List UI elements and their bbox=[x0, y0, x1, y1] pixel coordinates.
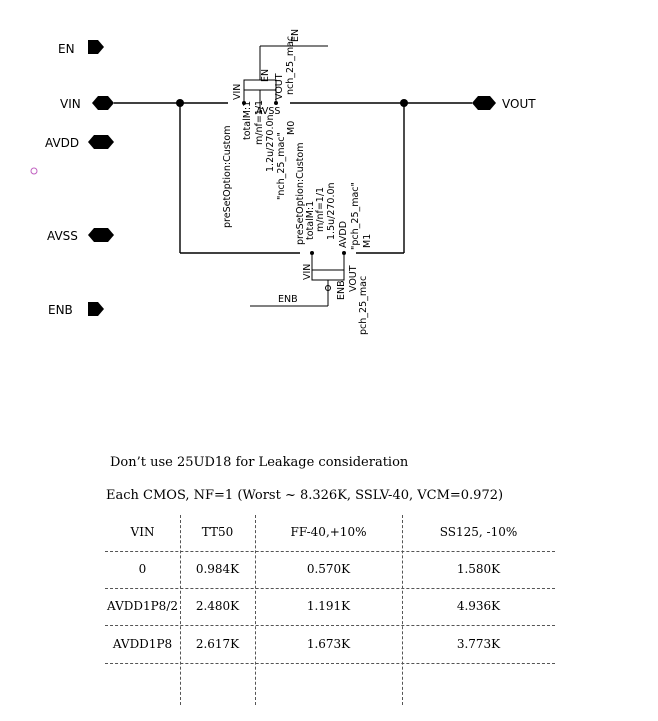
svg-text:AVDD: AVDD bbox=[45, 136, 79, 150]
table-cell: 4.936K bbox=[456, 599, 501, 613]
svg-text:ENB: ENB bbox=[336, 280, 347, 300]
svg-text:m/nf=1/1: m/nf=1/1 bbox=[315, 187, 326, 232]
svg-text:1.5u/270.0n: 1.5u/270.0n bbox=[326, 182, 337, 240]
probe-marker bbox=[30, 167, 38, 175]
table-header-ff: FF-40,+10% bbox=[290, 525, 367, 539]
svg-text:VIN: VIN bbox=[302, 264, 313, 280]
svg-text:AVDD: AVDD bbox=[338, 221, 349, 248]
pin-vin: VIN bbox=[60, 96, 114, 111]
pin-avss: AVSS bbox=[47, 228, 114, 243]
table-cell: AVDD1P8/2 bbox=[107, 599, 178, 613]
note-cmos: Each CMOS, NF=1 (Worst ~ 8.326K, SSLV-40… bbox=[106, 488, 504, 503]
svg-text:AVSS: AVSS bbox=[256, 106, 280, 117]
leakage-table: VIN TT50 FF-40,+10% SS125, -10% 0 0.984K… bbox=[105, 515, 555, 705]
svg-text:totalM:1: totalM:1 bbox=[305, 201, 316, 240]
svg-text:"nch_25_mac": "nch_25_mac" bbox=[276, 132, 287, 200]
wires bbox=[114, 45, 472, 307]
svg-text:preSetOption:Custom: preSetOption:Custom bbox=[222, 126, 233, 228]
table-cell: 0 bbox=[138, 562, 147, 576]
svg-text:AVSS: AVSS bbox=[47, 229, 78, 243]
table-header-ss: SS125, -10% bbox=[439, 525, 518, 539]
svg-text:VIN: VIN bbox=[60, 97, 81, 111]
table-cell: 1.673K bbox=[306, 637, 351, 651]
svg-text:VOUT: VOUT bbox=[274, 73, 285, 100]
svg-text:EN: EN bbox=[290, 29, 301, 42]
svg-text:EN: EN bbox=[260, 69, 271, 82]
svg-text:ENB: ENB bbox=[48, 303, 73, 317]
pin-avdd: AVDD bbox=[45, 135, 114, 150]
pin-en: EN bbox=[58, 40, 104, 56]
svg-text:ENB: ENB bbox=[278, 294, 298, 305]
table-cell: AVDD1P8 bbox=[112, 637, 173, 651]
svg-text:EN: EN bbox=[58, 42, 75, 56]
svg-text:nch_25_mac: nch_25_mac bbox=[285, 36, 296, 95]
svg-text:preSetOption:Custom: preSetOption:Custom bbox=[295, 143, 306, 245]
svg-text:1.2u/270.0n: 1.2u/270.0n bbox=[265, 114, 276, 172]
pin-enb: ENB bbox=[48, 302, 104, 317]
table-cell: 2.480K bbox=[195, 599, 240, 613]
table-cell: 2.617K bbox=[195, 637, 240, 651]
table-cell: 0.984K bbox=[195, 562, 240, 576]
svg-text:totalM:1: totalM:1 bbox=[242, 101, 253, 140]
svg-text:M0: M0 bbox=[286, 121, 297, 135]
nmos-transistor-m0: nch_25_mac EN EN VIN VOUT AVSS M0 "nch_2… bbox=[222, 29, 306, 245]
svg-text:VOUT: VOUT bbox=[502, 97, 536, 111]
svg-text:M1: M1 bbox=[362, 234, 373, 248]
pmos-transistor-m1: "pch_25_mac" M1 AVDD VOUT VIN ENB 1.5u/2… bbox=[278, 182, 373, 335]
pin-vout: VOUT bbox=[472, 96, 536, 111]
svg-text:VIN: VIN bbox=[232, 84, 243, 100]
svg-text:pch_25_mac: pch_25_mac bbox=[358, 276, 369, 335]
svg-text:m/nf=1/1: m/nf=1/1 bbox=[254, 100, 265, 145]
svg-text:VOUT: VOUT bbox=[348, 265, 359, 292]
svg-text:"pch_25_mac": "pch_25_mac" bbox=[350, 182, 361, 250]
table-cell: 1.580K bbox=[456, 562, 501, 576]
table-cell: 0.570K bbox=[306, 562, 351, 576]
note-leakage: Don’t use 25UD18 for Leakage considerati… bbox=[110, 455, 409, 470]
table-header-vin: VIN bbox=[130, 525, 155, 539]
table-cell: 1.191K bbox=[306, 599, 351, 613]
table-cell: 3.773K bbox=[456, 637, 501, 651]
table-header-tt50: TT50 bbox=[201, 525, 234, 539]
